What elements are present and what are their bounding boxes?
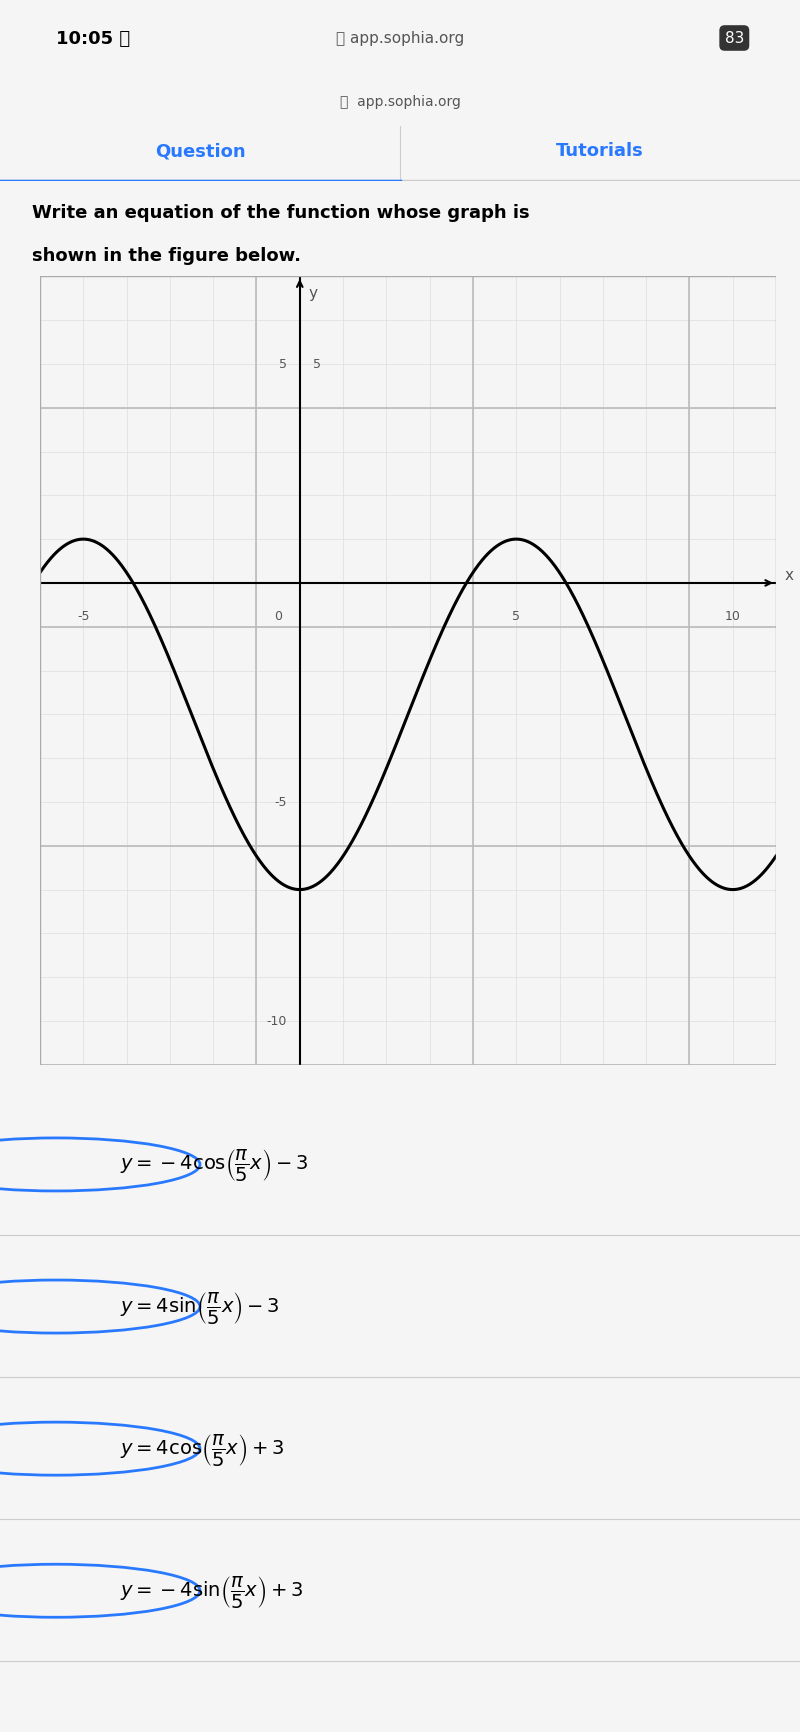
Text: $y = -4\sin\!\left(\dfrac{\pi}{5}x\right) + 3$: $y = -4\sin\!\left(\dfrac{\pi}{5}x\right… bbox=[120, 1573, 303, 1609]
Text: 🔒  app.sophia.org: 🔒 app.sophia.org bbox=[339, 95, 461, 109]
Text: -5: -5 bbox=[77, 610, 90, 624]
Text: 83: 83 bbox=[725, 31, 744, 47]
Text: shown in the figure below.: shown in the figure below. bbox=[32, 248, 301, 265]
Text: 5: 5 bbox=[313, 359, 321, 371]
Text: 0: 0 bbox=[274, 610, 282, 624]
Text: -10: -10 bbox=[266, 1015, 286, 1027]
Text: 🔒 app.sophia.org: 🔒 app.sophia.org bbox=[336, 31, 464, 47]
Text: $y = 4\cos\!\left(\dfrac{\pi}{5}x\right) + 3$: $y = 4\cos\!\left(\dfrac{\pi}{5}x\right)… bbox=[120, 1431, 284, 1467]
Text: Tutorials: Tutorials bbox=[556, 142, 644, 161]
Text: y: y bbox=[309, 286, 318, 301]
Text: 5: 5 bbox=[512, 610, 520, 624]
Text: $y = 4\sin\!\left(\dfrac{\pi}{5}x\right) - 3$: $y = 4\sin\!\left(\dfrac{\pi}{5}x\right)… bbox=[120, 1289, 279, 1325]
Text: Write an equation of the function whose graph is: Write an equation of the function whose … bbox=[32, 203, 530, 222]
Text: $y = -4\cos\!\left(\dfrac{\pi}{5}x\right) - 3$: $y = -4\cos\!\left(\dfrac{\pi}{5}x\right… bbox=[120, 1147, 308, 1183]
Text: x: x bbox=[785, 568, 794, 582]
Text: -5: -5 bbox=[274, 797, 286, 809]
Text: 10: 10 bbox=[725, 610, 741, 624]
Text: 10:05 🔔: 10:05 🔔 bbox=[56, 29, 130, 48]
Text: Question: Question bbox=[154, 142, 246, 161]
Text: 5: 5 bbox=[278, 359, 286, 371]
